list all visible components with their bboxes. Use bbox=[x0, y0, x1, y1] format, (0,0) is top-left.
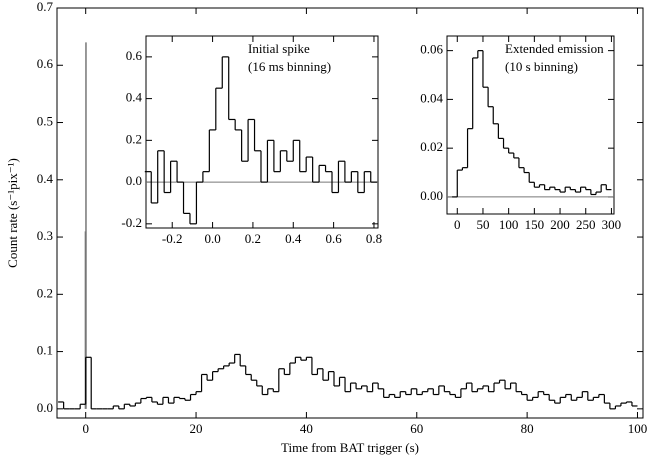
y-tick-label: 0.04 bbox=[420, 90, 443, 105]
y-tick-label: 0.4 bbox=[126, 90, 143, 105]
x-tick-label: 20 bbox=[190, 421, 203, 436]
y-tick-label: 0.2 bbox=[37, 285, 53, 300]
x-tick-label: 300 bbox=[602, 217, 622, 232]
annotation: Initial spike bbox=[248, 41, 310, 56]
x-tick-label: 40 bbox=[300, 421, 313, 436]
y-tick-label: 0.1 bbox=[37, 343, 53, 358]
x-tick-label: 200 bbox=[550, 217, 570, 232]
y-axis-label: Count rate (s⁻¹pix⁻¹) bbox=[5, 158, 20, 268]
y-tick-label: 0.00 bbox=[420, 188, 443, 203]
y-tick-label: 0.5 bbox=[37, 114, 53, 129]
x-tick-label: 0.2 bbox=[245, 231, 261, 246]
x-axis-label: Time from BAT trigger (s) bbox=[281, 440, 419, 455]
x-tick-label: 150 bbox=[525, 217, 545, 232]
x-tick-label: 100 bbox=[628, 421, 648, 436]
x-tick-label: 250 bbox=[576, 217, 596, 232]
x-tick-label: -0.2 bbox=[162, 231, 183, 246]
x-tick-label: 50 bbox=[476, 217, 489, 232]
y-tick-label: 0.02 bbox=[420, 139, 443, 154]
y-tick-label: 0.3 bbox=[37, 228, 53, 243]
x-tick-label: 0 bbox=[82, 421, 89, 436]
x-tick-label: 0.6 bbox=[325, 231, 342, 246]
annotation: (16 ms binning) bbox=[248, 59, 331, 74]
x-tick-label: 0.4 bbox=[285, 231, 302, 246]
y-tick-label: 0.4 bbox=[37, 171, 54, 186]
y-tick-label: 0.0 bbox=[37, 400, 53, 415]
y-tick-label: 0.6 bbox=[37, 56, 54, 71]
y-tick-label: 0.2 bbox=[126, 131, 142, 146]
plot-frame bbox=[145, 35, 379, 229]
x-tick-label: 0.8 bbox=[366, 231, 382, 246]
x-tick-label: 100 bbox=[499, 217, 519, 232]
y-tick-label: -0.2 bbox=[121, 215, 142, 230]
annotation: Extended emission bbox=[505, 41, 604, 56]
y-tick-label: 0.6 bbox=[126, 48, 143, 63]
x-tick-label: 0.0 bbox=[204, 231, 220, 246]
x-tick-label: 0 bbox=[454, 217, 461, 232]
x-tick-label: 60 bbox=[410, 421, 423, 436]
y-tick-label: 0.06 bbox=[420, 42, 443, 57]
y-tick-label: 0.0 bbox=[126, 173, 142, 188]
plot-frame bbox=[446, 35, 615, 215]
y-tick-label: 0.7 bbox=[37, 0, 54, 14]
annotation: (10 s binning) bbox=[505, 59, 578, 74]
x-tick-label: 80 bbox=[521, 421, 534, 436]
